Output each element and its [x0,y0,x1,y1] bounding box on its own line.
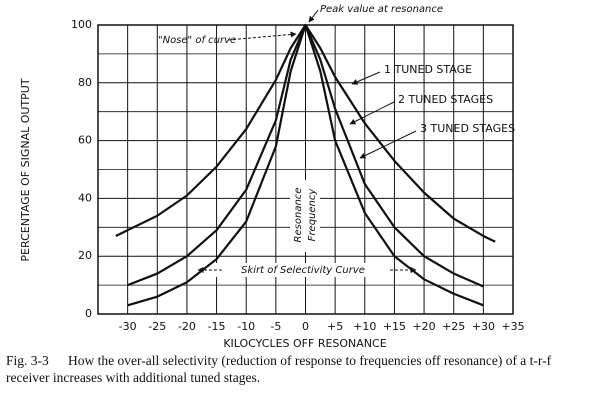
x-axis-label: KILOCYCLES OFF RESONANCE [223,337,386,350]
annotation: Peak value at resonance [320,4,443,15]
caption-label: Fig. 3-3 [6,353,49,368]
y-tick-label: 100 [71,18,92,31]
x-tick-label: -25 [148,320,166,333]
annotation-bg [214,263,392,277]
series-label: 1 TUNED STAGE [384,63,472,76]
x-tick-label: -30 [119,320,137,333]
annotation: Skirt of Selectivity Curve [241,265,365,276]
annotation: "Nose" of curve [158,35,236,46]
x-tick-label: +10 [353,320,376,333]
x-tick-label: -5 [270,320,281,333]
annotation-arrow [308,9,319,23]
caption: Fig. 3-3 How the over-all selectivity (re… [6,352,586,386]
x-tick-label: +15 [383,320,406,333]
x-tick-label: -10 [237,320,255,333]
series-label: 3 TUNED STAGES [420,122,515,135]
y-tick-label: 80 [78,76,92,89]
x-tick-label: +35 [501,320,524,333]
x-tick-label: 0 [302,320,309,333]
caption-text: How the over-all selectivity (reduction … [6,353,552,385]
y-tick-label: 60 [78,134,92,147]
x-tick-label: -20 [178,320,196,333]
chart: PERCENTAGE OF SIGNAL OUTPUT KILOCYCLES O… [19,4,525,350]
y-axis-label: PERCENTAGE OF SIGNAL OUTPUT [19,78,32,261]
x-tick-label: -15 [208,320,226,333]
x-tick-label: +30 [472,320,495,333]
annotation-bg [290,180,320,252]
series-label-arrow [359,130,417,159]
y-tick-label: 20 [78,249,92,262]
y-tick-label: 40 [78,191,92,204]
annotation: Resonance [293,188,304,243]
x-tick-label: +20 [412,320,435,333]
x-tick-label: +25 [442,320,465,333]
x-tick-label: +5 [327,320,343,333]
series-label-arrow [351,71,381,85]
y-tick-label: 0 [85,307,92,320]
series-label-arrow [349,101,395,125]
annotation-arrow [227,31,297,41]
annotation: Frequency [307,188,318,242]
series-label: 2 TUNED STAGES [398,93,493,106]
